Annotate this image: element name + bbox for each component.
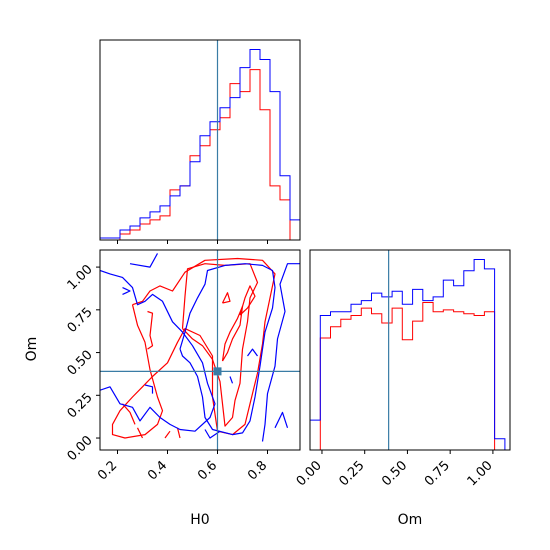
- contour-x-tick-label: 0.6: [195, 458, 220, 483]
- x-axis-label-h0: H0: [190, 512, 209, 528]
- contour-blue-line: [204, 429, 221, 439]
- contour-red-line: [176, 427, 181, 439]
- y-axis-label-om: Om: [24, 337, 40, 362]
- contour-red-line: [147, 310, 154, 350]
- histogram-om-frame: [309, 249, 511, 451]
- histogram-om-x-tick-label: 0.25: [336, 458, 367, 489]
- contour-y-tick-label: 0.75: [65, 305, 96, 336]
- contour-x-tick-label: 0.2: [95, 458, 120, 483]
- contour-blue-line: [247, 348, 258, 357]
- contour-red-line: [181, 263, 259, 427]
- contour-red-line: [164, 430, 171, 439]
- contour-y-tick-label: 0.00: [65, 433, 96, 464]
- contour-y-tick-label: 0.25: [65, 390, 96, 421]
- contour-h0-om-panel: 0.2 0.4 0.6 0.8 0.00 0.25 0.50 0.75 1.00: [65, 249, 301, 483]
- truth-marker: [213, 367, 222, 376]
- histogram-om-plot-area: [310, 259, 506, 450]
- histogram-h0-panel: [99, 39, 301, 244]
- histogram-om-panel: 0.00 0.25 0.50 0.75 1.00: [294, 249, 511, 489]
- histogram-h0-frame: [99, 39, 301, 241]
- contour-plot-area: [100, 253, 300, 442]
- contour-blue-line: [122, 287, 131, 295]
- contour-y-tick-label: 1.00: [65, 262, 96, 293]
- contour-red-line: [239, 285, 256, 316]
- contour-blue-line: [179, 263, 276, 436]
- histogram-om-blue-series: [310, 259, 506, 450]
- histogram-om-x-tick-label: 0.50: [379, 458, 410, 489]
- x-axis-label-om: Om: [398, 512, 423, 528]
- histogram-h0-blue-series: [100, 49, 300, 240]
- contour-blue-line: [129, 253, 159, 268]
- contour-red-line: [136, 427, 144, 439]
- contour-blue-line: [100, 269, 216, 432]
- contour-blue-line: [274, 411, 289, 429]
- histogram-h0-plot-area: [100, 49, 300, 240]
- contour-red-line: [122, 403, 136, 425]
- histogram-om-x-tick-label: 0.75: [422, 458, 453, 489]
- contour-blue-line: [144, 384, 154, 394]
- contour-red-line: [221, 292, 231, 304]
- contour-frame: [99, 249, 301, 451]
- contour-x-tick-label: 0.4: [145, 458, 170, 483]
- contour-blue-line: [261, 263, 300, 442]
- histogram-om-red-series: [310, 302, 505, 450]
- contour-y-tick-label: 0.50: [65, 348, 96, 379]
- contour-blue-line: [229, 376, 234, 384]
- histogram-om-x-tick-label: 1.00: [465, 458, 496, 489]
- histogram-om-x-tick-label: 0.00: [294, 458, 325, 489]
- contour-red-line: [111, 257, 276, 439]
- contour-x-tick-label: 0.8: [245, 458, 270, 483]
